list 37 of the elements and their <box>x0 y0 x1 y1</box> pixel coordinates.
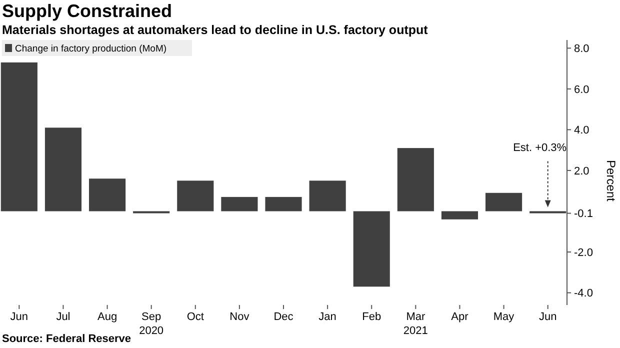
bar <box>221 196 258 212</box>
bar <box>309 180 346 212</box>
y-tick-label: 2.0 <box>574 165 590 178</box>
x-tick-label: Apr <box>451 311 469 323</box>
bar <box>0 62 38 212</box>
x-tick-label: Oct <box>186 311 204 323</box>
x-tick-label: Jul <box>56 311 70 323</box>
bar <box>177 180 214 212</box>
chart-title: Supply Constrained <box>2 1 172 21</box>
legend-label: Change in factory production (MoM) <box>15 43 167 54</box>
x-tick-label: Jun <box>10 311 28 323</box>
x-tick-label: Dec <box>274 311 294 323</box>
chart-subtitle: Materials shortages at automakers lead to decline in U.S. factory output <box>2 23 429 37</box>
bar <box>265 196 302 212</box>
y-tick-label: -2.0 <box>574 246 593 259</box>
x-tick-label: Sep 2020 <box>139 311 164 337</box>
bar <box>88 178 126 212</box>
x-tick-label: Jan <box>318 311 336 323</box>
bar <box>485 192 522 212</box>
x-tick-label: Aug <box>97 311 118 323</box>
bar <box>353 211 390 287</box>
x-tick-label: Jun <box>538 311 557 323</box>
bar <box>397 148 434 212</box>
x-tick-label: May <box>493 311 515 323</box>
y-tick-label: -4.0 <box>574 288 593 300</box>
annotation: Est. +0.3% <box>513 142 567 154</box>
y-tick-label: 6.0 <box>574 84 590 96</box>
x-tick-label: Feb <box>362 311 382 323</box>
y-tick-label: -0.1 <box>574 208 593 220</box>
y-tick-label: 4.0 <box>574 124 590 137</box>
bar <box>441 211 478 220</box>
bar <box>44 128 82 212</box>
y-axis-title: Percent <box>604 160 618 202</box>
y-tick-label: 8.0 <box>574 43 590 56</box>
source-note: Source: Federal Reserve <box>2 333 132 345</box>
x-tick-label: Mar 2021 <box>403 311 428 337</box>
x-tick-label: Nov <box>230 311 250 323</box>
